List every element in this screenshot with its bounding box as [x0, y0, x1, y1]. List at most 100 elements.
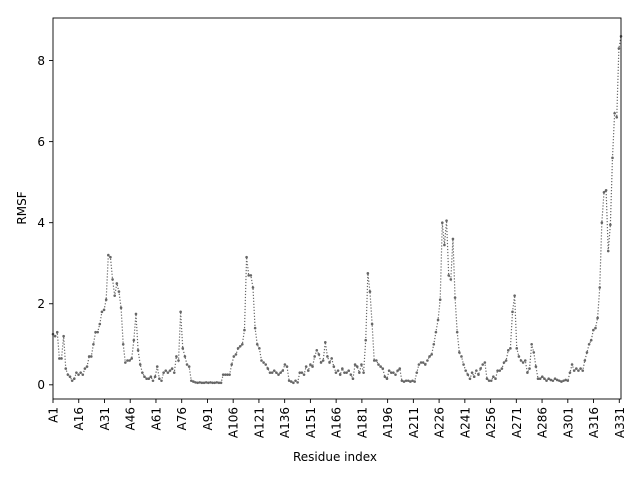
data-point: [330, 357, 333, 360]
data-point: [89, 355, 93, 358]
data-point: [221, 373, 225, 376]
x-tick-label: A211: [407, 407, 421, 438]
data-point: [455, 330, 459, 334]
data-point: [345, 371, 348, 374]
data-point: [341, 367, 344, 370]
data-point: [68, 375, 72, 379]
data-point: [447, 274, 450, 277]
data-point: [521, 361, 525, 364]
data-point: [594, 326, 597, 330]
data-point: [402, 380, 406, 383]
data-point: [72, 377, 76, 381]
data-point: [192, 380, 195, 383]
data-point: [304, 365, 308, 368]
x-axis-ticks: A1 A16 A31 A46 A61 A76 A91 A106 A121 A136 A151 A166…: [47, 399, 627, 438]
data-point: [258, 347, 261, 350]
data-point: [224, 373, 227, 376]
data-point: [334, 371, 338, 374]
data-point: [449, 278, 453, 281]
x-tick-label: A91: [201, 407, 215, 430]
data-point: [598, 286, 602, 289]
data-point: [572, 369, 576, 372]
data-point: [530, 342, 533, 346]
data-point: [96, 330, 99, 334]
data-point: [198, 381, 202, 384]
data-point: [358, 371, 361, 374]
data-point: [236, 347, 240, 350]
data-point: [204, 381, 208, 384]
data-point: [536, 377, 540, 381]
data-point: [300, 371, 304, 374]
x-tick-label: A181: [355, 407, 369, 438]
data-point: [75, 371, 78, 374]
data-point: [64, 367, 68, 370]
data-point: [313, 355, 316, 358]
y-axis-label: RMSF: [15, 191, 29, 224]
data-point: [215, 381, 219, 384]
data-point: [158, 377, 161, 381]
data-point: [217, 381, 221, 385]
x-tick-label: A196: [381, 407, 395, 438]
x-tick-label: A61: [149, 407, 163, 430]
data-point: [172, 371, 176, 374]
data-point: [136, 349, 140, 352]
data-point: [394, 373, 397, 376]
data-point: [347, 369, 351, 372]
data-point: [519, 359, 523, 362]
data-point: [504, 359, 508, 362]
data-point: [226, 373, 229, 376]
data-point: [540, 375, 544, 379]
data-point: [343, 371, 346, 374]
data-point: [538, 377, 542, 381]
data-point: [585, 351, 589, 354]
y-tick-label: 6: [37, 135, 45, 149]
data-point: [189, 379, 193, 383]
data-point: [175, 355, 178, 358]
data-point: [79, 371, 82, 374]
data-point: [315, 349, 319, 352]
data-point: [177, 359, 180, 362]
data-point: [181, 347, 185, 350]
data-point: [336, 369, 340, 372]
data-point: [481, 363, 485, 366]
data-point: [196, 381, 199, 385]
data-point: [326, 355, 329, 358]
data-point: [485, 377, 489, 381]
data-point: [121, 342, 125, 346]
y-tick-label: 4: [37, 216, 45, 230]
data-point: [615, 116, 619, 119]
data-point: [553, 377, 557, 381]
data-point: [262, 361, 265, 364]
data-point: [102, 308, 106, 312]
data-point: [602, 190, 606, 194]
data-point: [560, 380, 563, 383]
data-point: [219, 381, 223, 385]
data-point: [179, 310, 182, 314]
data-point: [587, 342, 591, 346]
data-point: [496, 369, 499, 372]
y-tick-label: 8: [37, 54, 45, 68]
data-point: [113, 294, 116, 297]
data-point: [55, 330, 59, 334]
data-point: [423, 363, 427, 366]
data-point: [483, 361, 487, 364]
x-tick-label: A271: [510, 407, 524, 438]
data-point: [306, 369, 310, 372]
plot-area: [51, 34, 623, 385]
data-point: [468, 377, 472, 381]
data-point: [492, 375, 495, 379]
data-point: [487, 379, 491, 383]
x-tick-label: A286: [536, 407, 550, 438]
x-tick-label: A241: [458, 407, 472, 438]
data-point: [281, 369, 285, 372]
data-point: [611, 156, 614, 160]
data-point: [577, 369, 580, 372]
data-point: [309, 363, 312, 366]
x-tick-label: A136: [278, 407, 292, 438]
x-tick-label: A46: [124, 407, 138, 430]
data-point: [292, 381, 295, 385]
data-point: [62, 334, 65, 338]
data-point: [243, 328, 246, 332]
data-point: [228, 373, 231, 376]
data-point: [458, 351, 461, 354]
